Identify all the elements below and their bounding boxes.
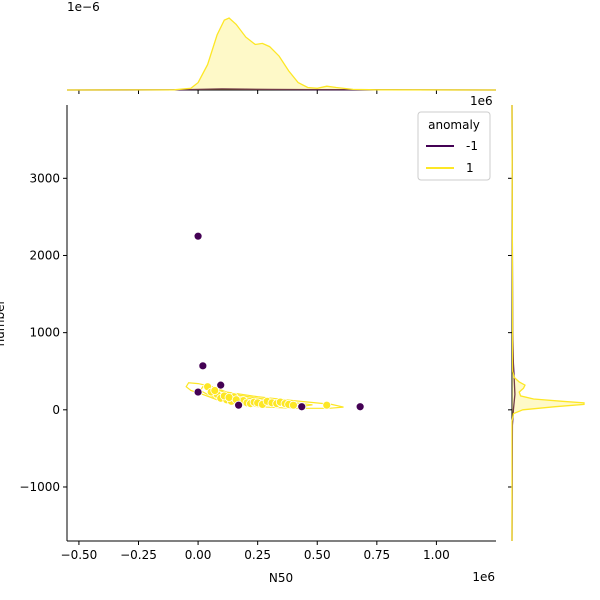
legend-label-one: 1: [466, 161, 474, 175]
top-marginal-density: [66, 17, 497, 94]
anomaly-point: [355, 402, 365, 412]
anomaly-point: [193, 231, 203, 241]
legend-label-minus-one: -1: [466, 139, 478, 153]
right-marginal-fill-1: [512, 105, 584, 541]
main-axes: −0.50 −0.25 0.00 0.25 0.50 0.75 1.00 −1000 0 1000…: [19, 105, 496, 562]
x-axis-label: N50: [269, 571, 293, 585]
anomaly-point: [193, 387, 203, 397]
x-tick-label: 0.25: [244, 548, 271, 562]
legend: anomaly -1 1: [417, 111, 491, 181]
anomaly-point: [216, 380, 226, 390]
x-tick-label: 0.00: [185, 548, 212, 562]
top-marginal-offset-label: 1e−6: [67, 0, 100, 14]
anomaly-point: [198, 361, 208, 371]
x-axis-offset-label: 1e6: [472, 570, 495, 584]
x-tick-label: −0.50: [61, 548, 98, 562]
legend-title: anomaly: [428, 118, 480, 132]
right-marginal-density: [508, 104, 585, 542]
y-tick-label: −1000: [19, 480, 60, 494]
top-marginal-fill-1: [67, 18, 496, 90]
scatter-points: [193, 231, 365, 412]
y-tick-label: 0: [52, 403, 60, 417]
x-tick-label: −0.25: [120, 548, 157, 562]
anomaly-point: [297, 402, 307, 412]
right-marginal-curve-1: [511, 104, 585, 541]
y-tick-label: 2000: [29, 248, 60, 262]
normal-point: [322, 400, 332, 410]
normal-point: [210, 386, 220, 395]
right-marginal-offset-label: 1e6: [470, 94, 493, 108]
x-tick-label: 0.50: [304, 548, 331, 562]
y-tick-label: 1000: [29, 326, 60, 340]
normal-point: [289, 400, 298, 410]
y-axis-label: number: [0, 300, 7, 347]
anomaly-point: [234, 400, 244, 410]
top-marginal-curve-1: [66, 17, 497, 91]
y-tick-label: 3000: [29, 171, 60, 185]
x-tick-label: 0.75: [363, 548, 390, 562]
x-tick-label: 1.00: [423, 548, 450, 562]
